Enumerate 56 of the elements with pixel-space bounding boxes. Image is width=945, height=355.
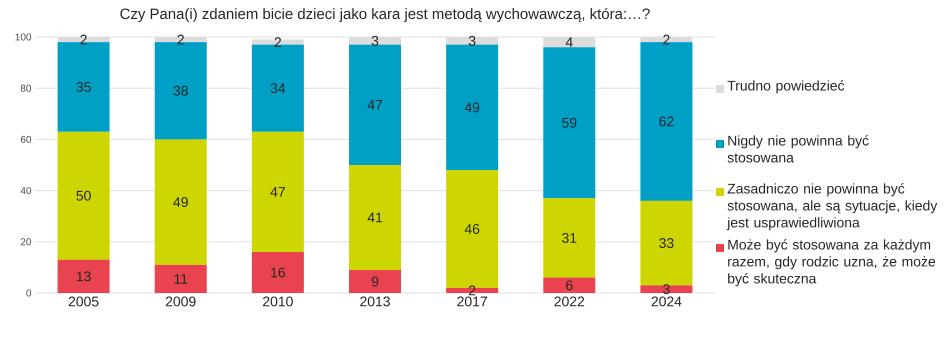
y-tick-label: 80: [20, 84, 32, 92]
bar: [543, 47, 596, 198]
data-label: 31: [562, 233, 576, 243]
bar: [58, 132, 110, 260]
y-tick-label: 0: [26, 289, 32, 297]
bar: [349, 165, 402, 270]
bar: [349, 270, 402, 293]
data-label: 50: [76, 190, 91, 201]
bar: [543, 278, 596, 293]
data-label: 11: [174, 274, 188, 284]
y-tick-label: 60: [20, 136, 32, 143]
data-label: 59: [562, 118, 576, 128]
x-tick-label: 2024: [652, 296, 682, 306]
legend-label: Nigdy nie powinna być stosowana: [728, 135, 869, 163]
data-label: 49: [464, 102, 480, 112]
legend-label: Trudno powiedzieć: [728, 80, 844, 94]
bar: [640, 200, 692, 286]
data-label: 16: [271, 268, 285, 278]
x-tick-label: 2009: [166, 296, 196, 306]
x-tick-label: 2005: [68, 296, 98, 306]
bar: [154, 264, 207, 293]
data-label: 46: [464, 224, 480, 234]
data-label: 62: [659, 116, 674, 126]
data-label: 3: [468, 36, 476, 46]
data-label: 47: [368, 100, 382, 110]
bar: [252, 132, 304, 252]
data-label: 6: [566, 280, 573, 290]
data-label: 9: [372, 276, 378, 286]
bar: [252, 252, 304, 293]
data-label: 38: [173, 86, 188, 96]
data-label: 34: [270, 83, 286, 94]
x-tick-label: 2017: [457, 296, 487, 306]
legend-label: Może być stosowana za każdym razem, gdy rodzic uzna, że może być skuteczna: [728, 239, 936, 286]
y-tick-label: 20: [20, 238, 32, 246]
data-label: 41: [368, 212, 382, 222]
chart-title: Czy Pana(i) zdaniem bicie dzieci jako kara jest metodą wychowawczą, która:…?: [120, 8, 650, 22]
bar: [640, 285, 692, 293]
bar: [58, 260, 110, 293]
data-label: 4: [566, 37, 573, 47]
data-label: 13: [76, 271, 91, 282]
y-tick-label: 40: [20, 187, 32, 194]
data-label: 47: [270, 187, 285, 197]
legend-label: Zasadniczo nie powinna być stosowana, ale są sytuacje, kiedy jest usprawiedliwiona: [726, 183, 938, 230]
bar: [154, 139, 207, 265]
y-tick-label: 100: [16, 33, 32, 41]
data-label: 3: [663, 284, 670, 294]
bar: [446, 44, 498, 170]
x-tick-label: 2022: [554, 296, 584, 306]
data-label: 49: [173, 197, 188, 208]
x-tick-label: 2013: [360, 296, 390, 306]
data-label: 3: [372, 36, 378, 46]
data-label: 33: [659, 238, 674, 248]
bar: [349, 44, 402, 165]
data-label: 35: [76, 82, 91, 92]
x-tick-label: 2010: [263, 296, 293, 306]
bar: [543, 198, 596, 278]
